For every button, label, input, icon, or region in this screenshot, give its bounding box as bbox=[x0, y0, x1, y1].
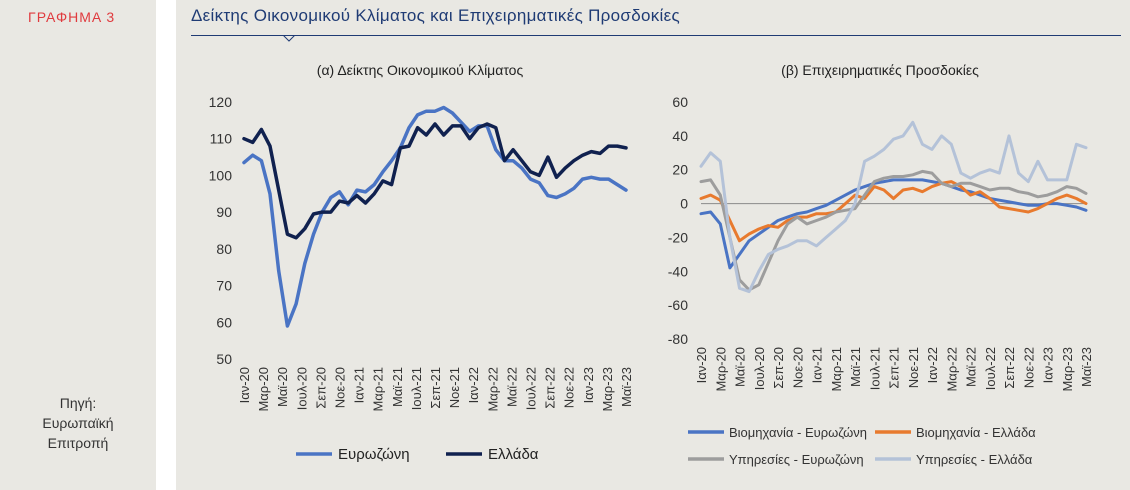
source-note: Πηγή: Ευρωπαϊκή Επιτροπή bbox=[18, 393, 138, 453]
source-line: Ευρωπαϊκή bbox=[42, 415, 114, 431]
series-line bbox=[699, 169, 1088, 292]
y-tick-label: 60 bbox=[672, 94, 688, 110]
x-tick-label: Ιαν-22 bbox=[466, 367, 481, 403]
x-tick-label: Σεπ-22 bbox=[543, 367, 558, 409]
x-tick-label: Μαρ-23 bbox=[600, 367, 615, 412]
figure-title: Δείκτης Οικονομικού Κλίματος και Επιχειρ… bbox=[191, 6, 680, 25]
legend-label: Βιομηχανία - Ελλάδα bbox=[916, 425, 1036, 440]
y-tick-label: -80 bbox=[668, 331, 688, 347]
y-tick-label: -20 bbox=[668, 229, 688, 245]
x-tick-label: Μαρ-20 bbox=[256, 367, 271, 412]
gutter bbox=[156, 0, 176, 490]
y-tick-label: 70 bbox=[216, 278, 232, 294]
x-tick-label: Μαϊ-20 bbox=[275, 367, 290, 407]
x-tick-label: Ιουλ-21 bbox=[867, 347, 882, 390]
x-tick-label: Μαρ-22 bbox=[944, 347, 959, 392]
x-tick-label: Ιαν-23 bbox=[581, 367, 596, 403]
x-tick-label: Ιουλ-20 bbox=[752, 347, 767, 390]
x-tick-label: Ιουλ-22 bbox=[524, 367, 539, 410]
legend-label: Υπηρεσίες - Ελλάδα bbox=[916, 452, 1033, 467]
x-tick-label: Ιαν-21 bbox=[810, 347, 825, 383]
series-line bbox=[699, 178, 1088, 270]
x-tick-label: Μαϊ-21 bbox=[848, 347, 863, 387]
y-tick-label: 20 bbox=[672, 162, 688, 178]
series-line bbox=[699, 120, 1088, 294]
title-notch bbox=[282, 35, 296, 42]
x-tick-label: Μαϊ-22 bbox=[504, 367, 519, 407]
x-tick-label: Νοε-21 bbox=[447, 367, 462, 408]
left-column bbox=[0, 0, 156, 490]
x-tick-label: Μαϊ-23 bbox=[619, 367, 634, 407]
y-tick-label: 50 bbox=[216, 351, 232, 367]
y-tick-label: 40 bbox=[672, 128, 688, 144]
x-tick-label: Ιουλ-21 bbox=[409, 367, 424, 410]
y-tick-label: -60 bbox=[668, 297, 688, 313]
chart-title: (α) Δείκτης Οικονομικού Κλίματος bbox=[317, 62, 524, 78]
x-tick-label: Σεπ-21 bbox=[887, 347, 902, 389]
x-tick-label: Μαϊ-22 bbox=[964, 347, 979, 387]
series-line bbox=[699, 180, 1088, 243]
x-tick-label: Μαϊ-23 bbox=[1079, 347, 1094, 387]
x-tick-label: Μαϊ-21 bbox=[390, 367, 405, 407]
x-tick-label: Μαρ-21 bbox=[371, 367, 386, 412]
x-tick-label: Σεπ-20 bbox=[771, 347, 786, 389]
x-tick-label: Μαρ-20 bbox=[713, 347, 728, 392]
figure-label: ΓΡΑΦΗΜΑ 3 bbox=[28, 9, 116, 25]
x-tick-label: Νοε-20 bbox=[790, 347, 805, 388]
x-tick-label: Μαϊ-20 bbox=[733, 347, 748, 387]
x-tick-label: Σεπ-21 bbox=[428, 367, 443, 409]
x-tick-label: Ιαν-22 bbox=[925, 347, 940, 383]
x-tick-label: Νοε-22 bbox=[562, 367, 577, 408]
x-tick-label: Μαρ-22 bbox=[485, 367, 500, 412]
legend-label: Βιομηχανία - Ευρωζώνη bbox=[729, 425, 867, 440]
x-tick-label: Σεπ-20 bbox=[313, 367, 328, 409]
legend-label: Ελλάδα bbox=[488, 446, 539, 463]
title-underline bbox=[191, 35, 1121, 36]
x-tick-label: Μαρ-23 bbox=[1060, 347, 1075, 392]
chart-title: (β) Επιχειρηματικές Προσδοκίες bbox=[781, 62, 979, 78]
y-tick-label: 100 bbox=[209, 167, 233, 183]
y-tick-label: 80 bbox=[216, 241, 232, 257]
x-tick-label: Ιουλ-20 bbox=[294, 367, 309, 410]
y-tick-label: 120 bbox=[209, 94, 233, 110]
y-tick-label: 110 bbox=[210, 131, 233, 147]
source-line: Επιτροπή bbox=[47, 435, 109, 451]
x-tick-label: Ιαν-20 bbox=[237, 367, 252, 403]
y-tick-label: 60 bbox=[216, 314, 232, 330]
x-tick-label: Νοε-21 bbox=[906, 347, 921, 388]
legend-label: Υπηρεσίες - Ευρωζώνη bbox=[729, 452, 864, 467]
y-tick-label: -40 bbox=[668, 263, 688, 279]
series-line bbox=[242, 105, 628, 328]
x-tick-label: Ιαν-20 bbox=[694, 347, 709, 383]
x-tick-label: Ιουλ-22 bbox=[983, 347, 998, 390]
x-tick-label: Ιαν-23 bbox=[1041, 347, 1056, 383]
series-line bbox=[242, 122, 628, 240]
y-tick-label: 0 bbox=[680, 196, 688, 212]
legend-label: Ευρωζώνη bbox=[338, 446, 410, 463]
x-tick-label: Νοε-20 bbox=[333, 367, 348, 408]
x-tick-label: Μαρ-21 bbox=[829, 347, 844, 392]
x-tick-label: Ιαν-21 bbox=[352, 367, 367, 403]
x-tick-label: Νοε-22 bbox=[1021, 347, 1036, 388]
x-tick-label: Σεπ-22 bbox=[1002, 347, 1017, 389]
source-line: Πηγή: bbox=[59, 395, 97, 411]
main-panel bbox=[176, 0, 1130, 490]
y-tick-label: 90 bbox=[216, 204, 232, 220]
